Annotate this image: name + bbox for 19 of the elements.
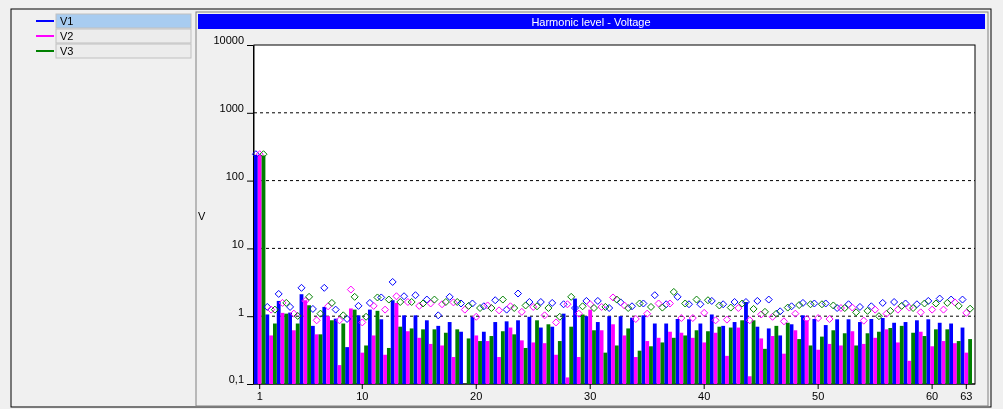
legend-label: V2	[60, 30, 74, 42]
legend-label: V3	[60, 45, 74, 57]
y-tick-label: 1000	[219, 102, 244, 115]
y-axis-title: V	[198, 210, 206, 222]
x-tick-label: 40	[698, 389, 711, 402]
legend-label: V1	[60, 15, 74, 27]
x-tick-label: 1	[256, 389, 263, 402]
chart-title: Harmonic level - Voltage	[531, 15, 651, 28]
x-tick-label: 30	[584, 389, 597, 402]
y-tick-label: 10	[231, 237, 244, 250]
x-tick-label: 63	[960, 389, 973, 402]
y-tick-label: 10000	[213, 34, 244, 47]
x-tick-label: 60	[925, 389, 939, 402]
x-tick-label: 20	[470, 389, 483, 402]
x-tick-label: 10	[356, 389, 369, 402]
y-tick-label: 1	[237, 305, 244, 318]
y-tick-label: 100	[225, 170, 244, 182]
y-tick-label: 0,1	[228, 373, 244, 386]
x-tick-label: 50	[812, 389, 825, 402]
